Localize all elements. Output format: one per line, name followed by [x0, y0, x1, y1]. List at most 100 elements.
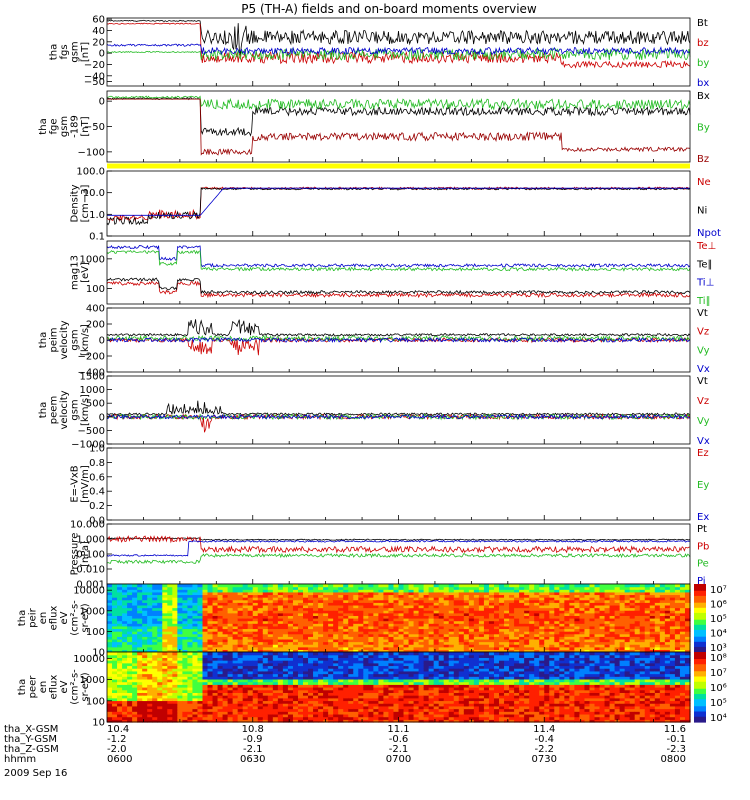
- heatmap-cell: [358, 681, 364, 685]
- heatmap-cell: [137, 676, 143, 680]
- heatmap-cell: [413, 625, 420, 630]
- heatmap-cell: [267, 665, 274, 669]
- heatmap-cell: [192, 652, 199, 656]
- heatmap-cell: [594, 599, 601, 603]
- heatmap-cell: [147, 703, 153, 707]
- heatmap-cell: [132, 700, 138, 704]
- heatmap-cell: [247, 700, 254, 704]
- heatmap-cell: [554, 638, 560, 643]
- heatmap-cell: [187, 665, 194, 669]
- heatmap-cell: [393, 719, 400, 723]
- heatmap-cell: [453, 586, 460, 590]
- heatmap-cell: [197, 654, 204, 658]
- heatmap-cell: [478, 649, 485, 653]
- heatmap-cell: [579, 649, 586, 653]
- heatmap-cell: [644, 644, 651, 648]
- heatmap-cell: [212, 597, 219, 601]
- heatmap-cell: [453, 604, 460, 609]
- heatmap-cell: [187, 612, 194, 616]
- heatmap-cell: [378, 607, 385, 611]
- heatmap-cell: [338, 673, 344, 677]
- heatmap-cell: [257, 607, 264, 611]
- heatmap-cell: [152, 594, 158, 598]
- heatmap-cell: [187, 660, 194, 664]
- heatmap-cell: [348, 684, 354, 688]
- heatmap-cell: [197, 713, 204, 718]
- heatmap-cell: [333, 618, 339, 622]
- heatmap-cell: [157, 652, 163, 656]
- heatmap-cell: [172, 591, 178, 596]
- heatmap-cell: [207, 599, 214, 603]
- heatmap-cell: [127, 620, 133, 624]
- heatmap-cell: [232, 668, 239, 672]
- heatmap-cell: [343, 644, 349, 648]
- heatmap-cell: [287, 668, 294, 672]
- heatmap-cell: [599, 599, 606, 603]
- heatmap-cell: [418, 713, 425, 718]
- heatmap-cell: [458, 607, 465, 611]
- heatmap-cell: [654, 623, 661, 627]
- heatmap-cell: [373, 644, 379, 648]
- heatmap-cell: [142, 607, 148, 611]
- heatmap-cell: [564, 649, 570, 653]
- heatmap-cell: [112, 620, 118, 624]
- heatmap-cell: [237, 591, 244, 596]
- heatmap-cell: [257, 708, 264, 712]
- heatmap-cell: [222, 612, 229, 616]
- heatmap-cell: [122, 649, 128, 653]
- heatmap-cell: [328, 662, 334, 667]
- heatmap-cell: [529, 589, 535, 593]
- heatmap-cell: [649, 594, 656, 598]
- heatmap-cell: [433, 607, 440, 611]
- heatmap-cell: [232, 687, 239, 691]
- y-tick-label: 200: [86, 320, 105, 331]
- heatmap-cell: [639, 633, 646, 637]
- heatmap-cell: [172, 631, 178, 635]
- heatmap-cell: [358, 623, 364, 627]
- heatmap-cell: [328, 649, 334, 653]
- heatmap-cell: [318, 610, 324, 614]
- heatmap-cell: [659, 631, 666, 635]
- heatmap-cell: [232, 654, 239, 658]
- heatmap-cell: [247, 584, 254, 588]
- colorbar-cell: [694, 594, 706, 597]
- heatmap-cell: [318, 670, 324, 675]
- heatmap-cell: [152, 708, 158, 712]
- heatmap-cell: [117, 594, 123, 598]
- heatmap-cell: [433, 586, 440, 590]
- heatmap-cell: [222, 591, 229, 596]
- heatmap-cell: [242, 681, 249, 685]
- heatmap-cell: [604, 638, 611, 643]
- heatmap-cell: [363, 654, 369, 658]
- heatmap-cell: [649, 636, 656, 640]
- heatmap-cell: [267, 628, 274, 632]
- heatmap-cell: [684, 597, 691, 601]
- heatmap-cell: [674, 586, 681, 590]
- heatmap-cell: [277, 597, 284, 601]
- heatmap-cell: [227, 705, 234, 710]
- heatmap-cell: [539, 649, 545, 653]
- heatmap-cell: [157, 695, 163, 699]
- heatmap-cell: [137, 716, 143, 720]
- heatmap-cell: [172, 670, 178, 675]
- heatmap-cell: [599, 646, 606, 650]
- heatmap-cell: [132, 687, 138, 691]
- heatmap-cell: [664, 631, 671, 635]
- heatmap-cell: [242, 620, 249, 624]
- heatmap-cell: [529, 610, 535, 614]
- heatmap-cell: [313, 597, 319, 601]
- heatmap-cell: [252, 652, 259, 656]
- heatmap-cell: [559, 610, 565, 614]
- heatmap-cell: [308, 589, 314, 593]
- heatmap-cell: [267, 657, 274, 661]
- heatmap-cell: [378, 586, 385, 590]
- heatmap-cell: [242, 615, 249, 619]
- heatmap-cell: [237, 673, 244, 677]
- heatmap-cell: [192, 584, 199, 588]
- heatmap-cell: [242, 673, 249, 677]
- heatmap-cell: [549, 607, 555, 611]
- heatmap-cell: [262, 591, 269, 596]
- heatmap-cell: [137, 633, 143, 637]
- heatmap-cell: [252, 660, 259, 664]
- heatmap-cell: [488, 623, 495, 627]
